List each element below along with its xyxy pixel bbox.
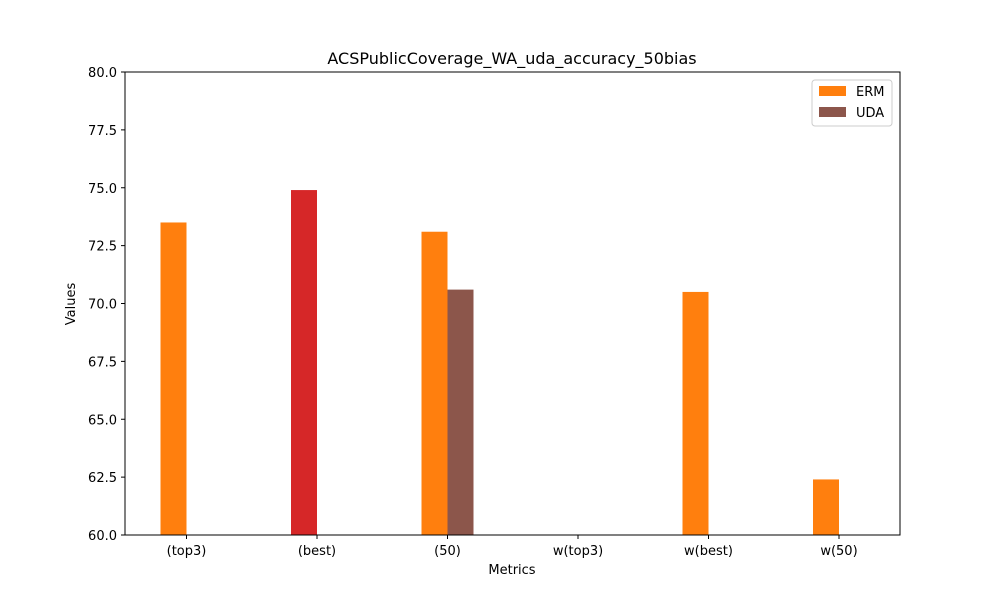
y-tick-label: 62.5: [88, 471, 117, 486]
y-tick-label: 70.0: [88, 298, 117, 313]
bar-erm-2: [421, 231, 448, 536]
bars-layer: [160, 190, 839, 536]
bar-erm-4: [682, 291, 709, 535]
chart-title: ACSPublicCoverage_WA_uda_accuracy_50bias: [327, 49, 696, 69]
y-axis-label: Values: [64, 283, 79, 326]
x-tick-label: w(top3): [553, 544, 603, 559]
bar-erm-0: [160, 222, 187, 535]
bar-uda-2: [447, 289, 474, 535]
y-tick-label: 80.0: [88, 66, 117, 81]
legend-swatch-erm: [819, 86, 846, 96]
x-tick-label: w(50): [820, 544, 857, 559]
y-tick-label: 75.0: [88, 182, 117, 197]
x-tick-label: w(best): [684, 544, 733, 559]
axes-layer: 60.0 62.5 65.0 67.5 70.0 72.5 75.0 77.5 80.0 (top…: [88, 66, 901, 559]
x-axis-label: Metrics: [488, 563, 535, 578]
y-tick-label: 77.5: [88, 124, 117, 139]
x-tick-label: (50): [434, 544, 461, 559]
y-tick-label: 60.0: [88, 529, 117, 544]
legend-label-erm: ERM: [856, 85, 884, 100]
plot-frame: [124, 71, 901, 536]
bar-erm-5: [813, 479, 839, 535]
y-tick-label: 65.0: [88, 413, 117, 428]
y-tick-label: 72.5: [88, 240, 117, 255]
x-tick-label: (best): [298, 544, 336, 559]
legend-swatch-uda: [819, 107, 846, 117]
legend-label-uda: UDA: [856, 106, 884, 121]
legend: ERM UDA: [811, 79, 893, 127]
x-tick-label: (top3): [167, 544, 207, 559]
y-tick-label: 67.5: [88, 355, 117, 370]
bar-series-2-1: [291, 190, 317, 535]
